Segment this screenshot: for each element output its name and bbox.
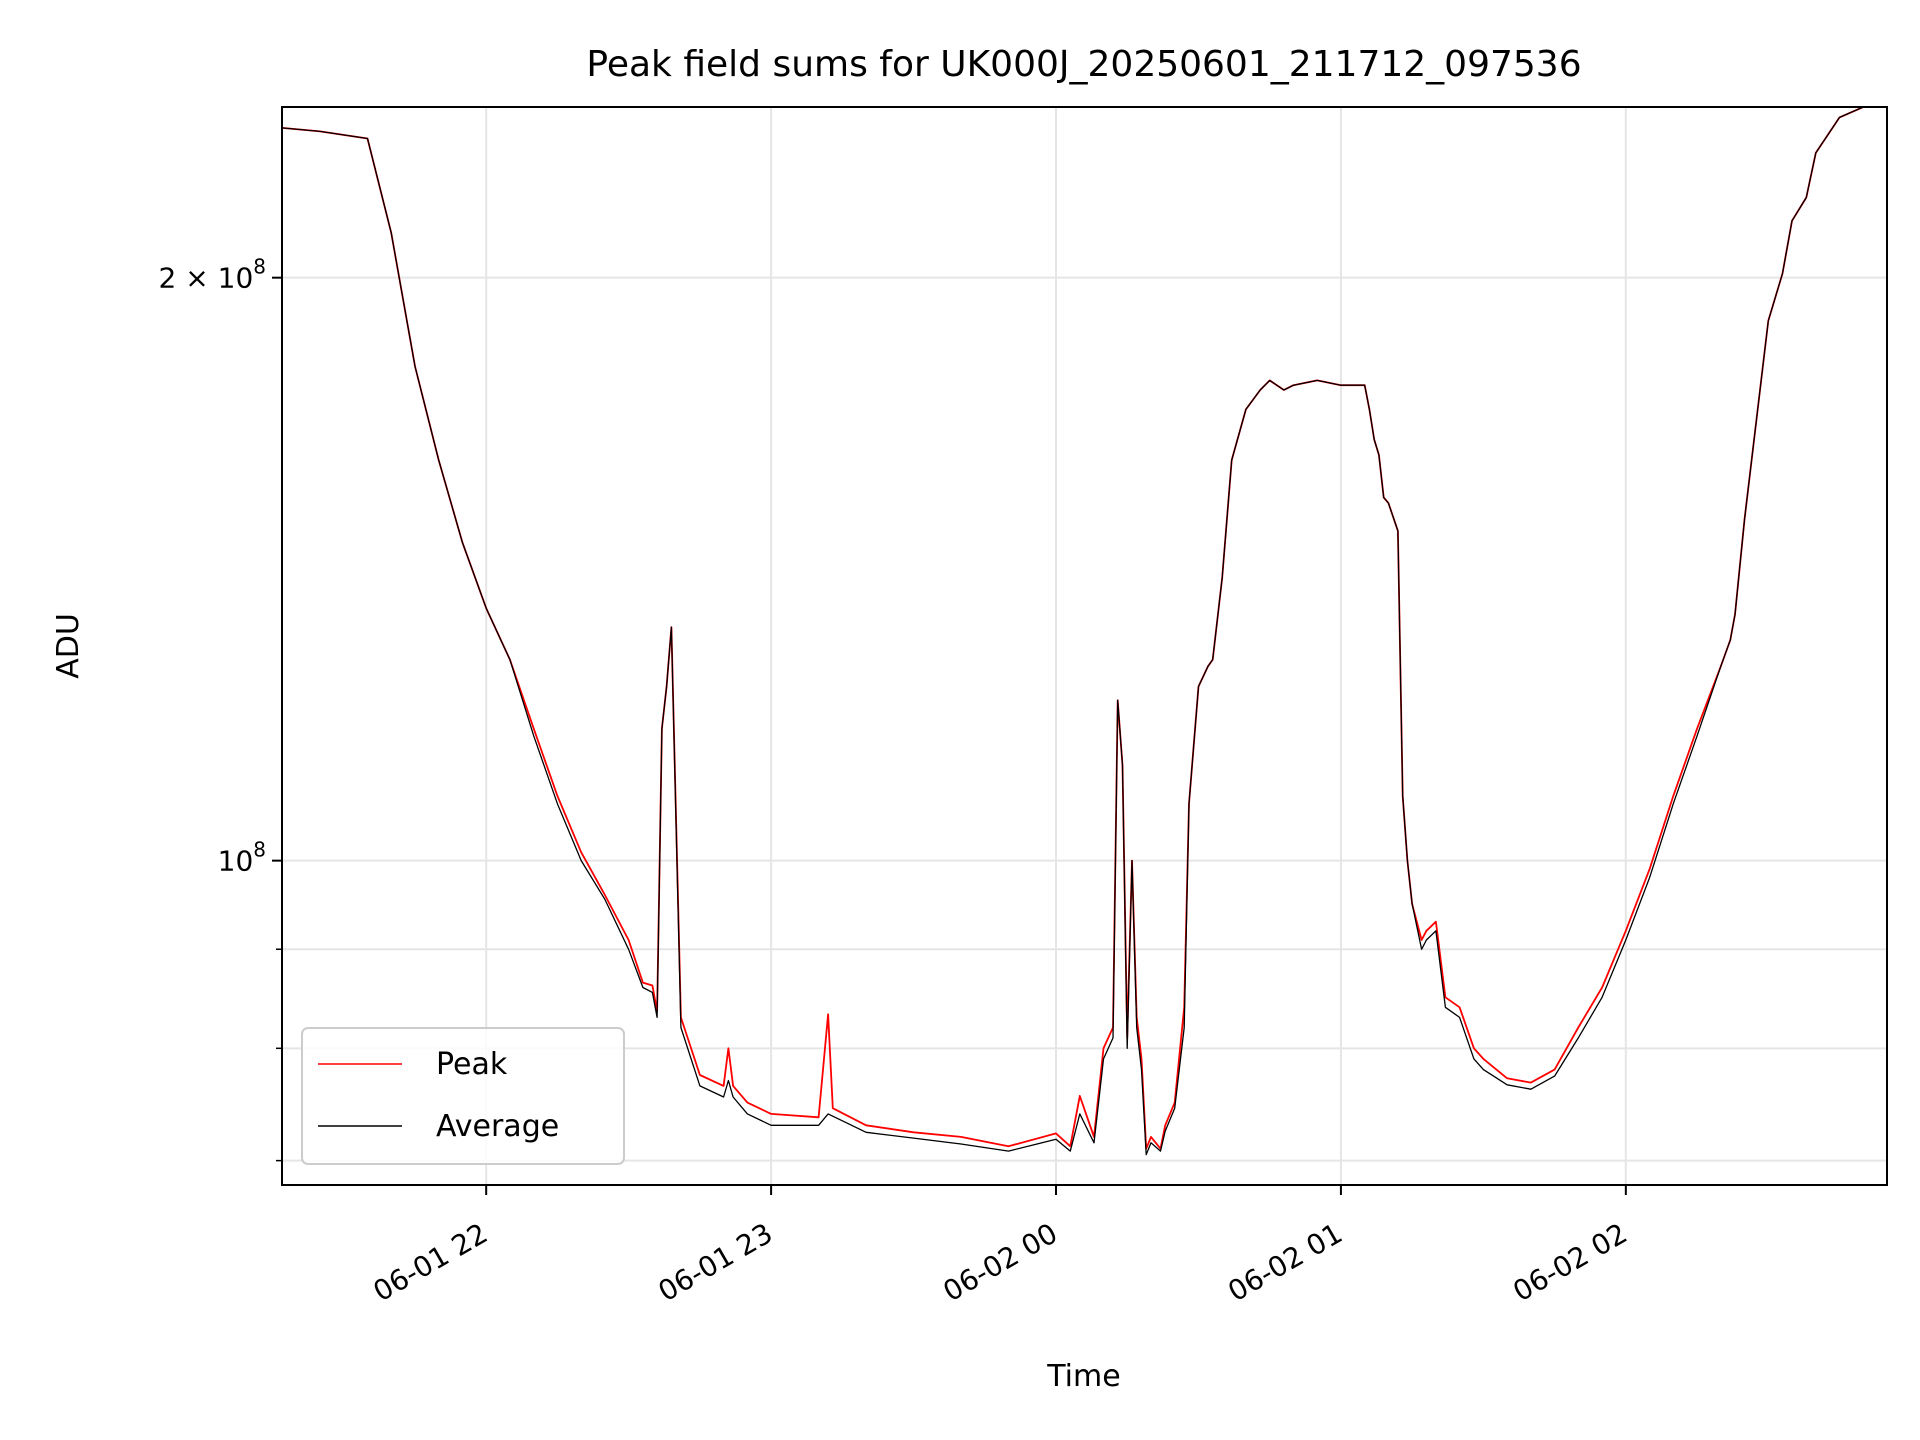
plot-lines <box>282 107 1887 1156</box>
legend: Peak Average <box>301 1027 625 1165</box>
y-tick-label: 2 × 108 <box>159 255 266 295</box>
x-axis-title: Time <box>1046 1359 1120 1394</box>
chart-title: Peak field sums for UK000J_20250601_2117… <box>586 44 1581 85</box>
legend-box <box>301 1027 625 1165</box>
series-line-average <box>282 107 1887 1156</box>
legend-label: Peak <box>436 1047 508 1082</box>
legend-label: Average <box>436 1109 559 1144</box>
y-axis-title: ADU <box>51 613 86 679</box>
plot-frame <box>281 106 1888 1186</box>
grid <box>282 107 1887 1185</box>
